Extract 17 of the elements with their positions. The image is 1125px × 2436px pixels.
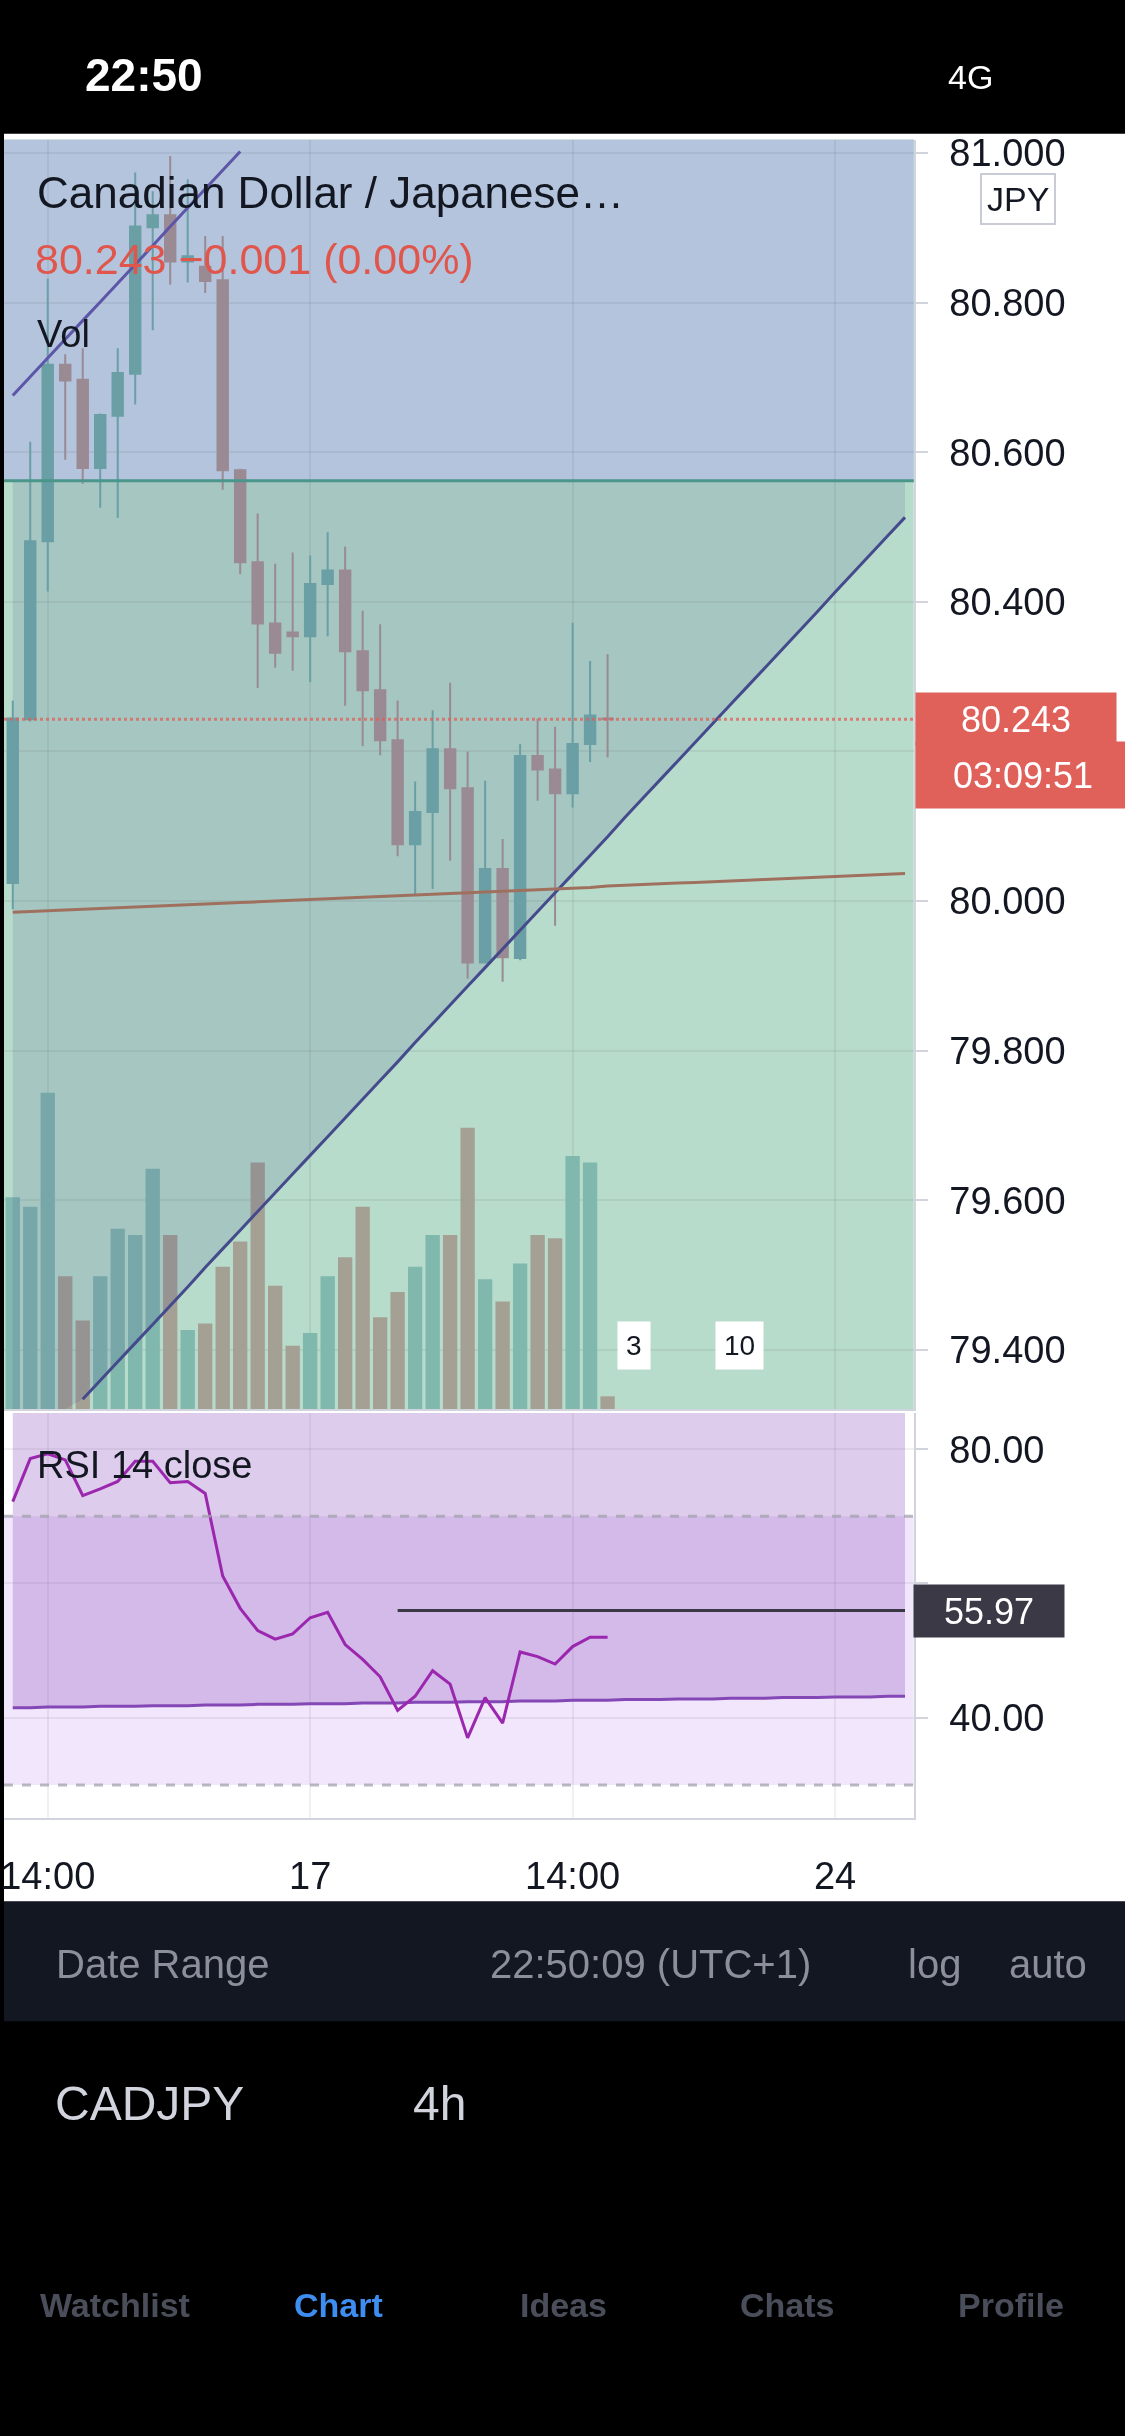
text: 22:50 (85, 49, 203, 101)
text: Date Range (56, 1942, 270, 1986)
text: log (908, 1942, 962, 1986)
text: 4G (948, 58, 994, 96)
candlestick (6, 699, 19, 911)
candlestick (24, 440, 37, 723)
text: Watchlist (40, 2286, 190, 2324)
text: Chats (740, 2286, 835, 2324)
text: Chart (294, 2286, 383, 2324)
text: 22:50:09 (UTC+1) (490, 1942, 812, 1986)
text: auto (1009, 1942, 1087, 1986)
text: CADJPY (55, 2077, 245, 2130)
text: Ideas (520, 2286, 607, 2324)
bar (23, 1206, 38, 1409)
text: 4h (413, 2077, 467, 2130)
text: Profile (958, 2286, 1064, 2324)
bar (5, 1197, 20, 1409)
